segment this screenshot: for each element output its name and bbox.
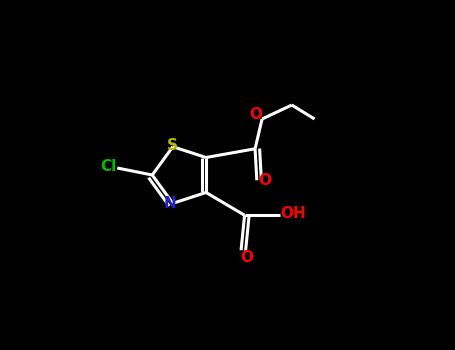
Text: O: O [258, 173, 271, 188]
Text: S: S [167, 138, 178, 153]
Text: O: O [240, 251, 253, 265]
Text: N: N [164, 196, 177, 211]
Text: OH: OH [280, 206, 306, 221]
Text: Cl: Cl [101, 159, 116, 174]
Text: O: O [249, 107, 262, 122]
